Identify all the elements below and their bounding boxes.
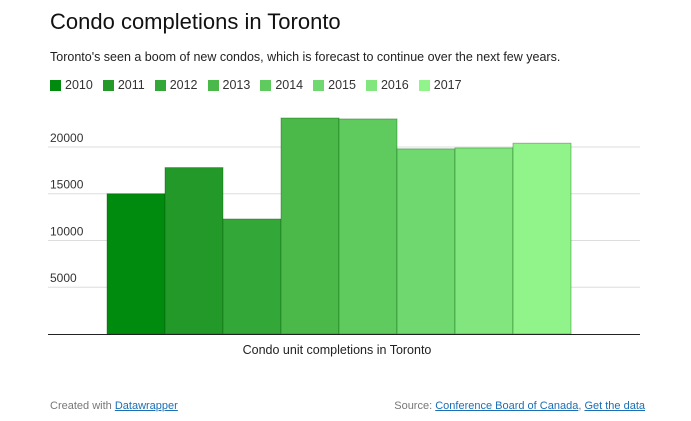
bar-2011[interactable] [165, 168, 223, 334]
y-tick-label: 20000 [50, 131, 84, 145]
bar-2017[interactable] [513, 143, 571, 334]
bar-2015[interactable] [397, 149, 455, 334]
bar-chart: 5000 10000 15000 20000 Condo unit completio… [0, 0, 691, 421]
source-text: Source: [394, 400, 432, 412]
y-tick-label: 15000 [50, 178, 84, 192]
y-axis-tick-labels: 5000 10000 15000 20000 [50, 131, 84, 285]
bar-2010[interactable] [107, 194, 165, 334]
footer-separator: , [578, 400, 581, 412]
bar-2016[interactable] [455, 148, 513, 334]
bar-2012[interactable] [223, 219, 281, 334]
bars [107, 118, 571, 334]
footer-source: Source: Conference Board of Canada, Get … [394, 400, 645, 412]
x-axis-label: Condo unit completions in Toronto [243, 343, 432, 357]
bar-2014[interactable] [339, 119, 397, 334]
bar-2013[interactable] [281, 118, 339, 334]
footer-credit: Created with Datawrapper [50, 400, 178, 412]
get-the-data-link[interactable]: Get the data [584, 400, 645, 412]
y-tick-label: 5000 [50, 271, 77, 285]
created-with-text: Created with [50, 400, 112, 412]
y-tick-label: 10000 [50, 224, 84, 238]
source-link[interactable]: Conference Board of Canada [435, 400, 578, 412]
datawrapper-link[interactable]: Datawrapper [115, 400, 178, 412]
